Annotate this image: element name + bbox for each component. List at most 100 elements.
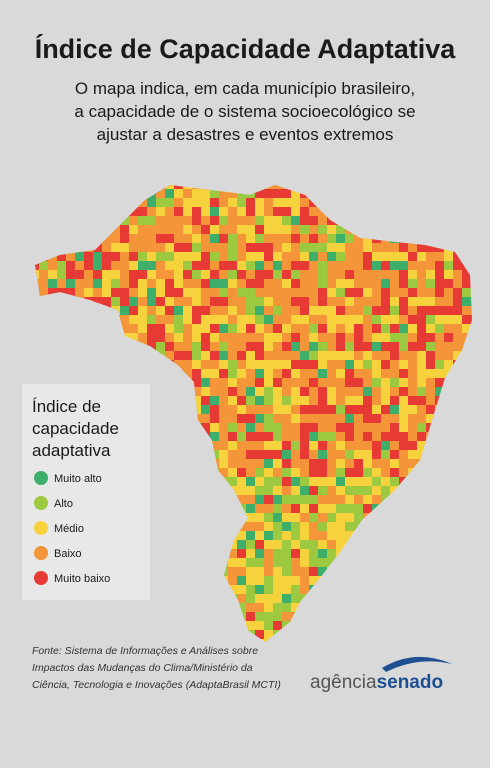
- municipality: [426, 612, 435, 621]
- municipality: [93, 369, 105, 381]
- municipality: [282, 639, 291, 642]
- municipality: [174, 432, 192, 450]
- municipality: [354, 513, 363, 522]
- municipality: [336, 297, 347, 308]
- municipality: [174, 333, 184, 343]
- municipality: [192, 468, 201, 477]
- municipality: [453, 216, 462, 225]
- municipality: [399, 522, 408, 531]
- municipality: [417, 261, 426, 270]
- municipality: [228, 603, 237, 612]
- municipality: [417, 378, 426, 387]
- municipality: [183, 423, 196, 436]
- municipality: [408, 234, 417, 243]
- municipality: [390, 315, 401, 326]
- municipality: [156, 531, 165, 540]
- municipality: [255, 486, 264, 495]
- municipality: [309, 198, 318, 207]
- municipality: [39, 270, 48, 279]
- municipality: [354, 630, 363, 639]
- municipality: [417, 324, 426, 333]
- municipality: [66, 189, 77, 200]
- municipality: [219, 468, 228, 477]
- municipality: [183, 252, 192, 261]
- municipality: [66, 306, 79, 319]
- municipality: [156, 369, 165, 378]
- municipality: [417, 279, 426, 288]
- municipality: [363, 185, 374, 191]
- municipality: [363, 576, 372, 585]
- municipality: [291, 612, 300, 621]
- municipality: [372, 477, 381, 486]
- municipality: [336, 558, 345, 567]
- municipality: [246, 243, 255, 252]
- municipality: [174, 297, 183, 306]
- municipality: [300, 360, 310, 370]
- municipality: [453, 576, 462, 585]
- municipality: [201, 567, 210, 576]
- municipality: [174, 612, 183, 621]
- municipality: [381, 594, 390, 603]
- municipality: [57, 612, 66, 621]
- municipality: [147, 369, 163, 385]
- municipality: [399, 621, 408, 630]
- municipality: [462, 531, 471, 540]
- municipality: [48, 234, 58, 244]
- municipality: [453, 414, 464, 425]
- municipality: [399, 225, 413, 239]
- municipality: [228, 468, 239, 479]
- municipality: [246, 477, 255, 486]
- municipality: [318, 576, 327, 585]
- municipality: [363, 567, 372, 576]
- municipality: [363, 603, 372, 612]
- municipality: [165, 531, 174, 540]
- municipality: [273, 612, 282, 621]
- municipality: [453, 324, 462, 333]
- municipality: [291, 540, 300, 549]
- municipality: [471, 351, 472, 360]
- municipality: [39, 225, 51, 237]
- municipality: [165, 603, 174, 612]
- municipality: [453, 315, 462, 324]
- municipality: [93, 360, 110, 377]
- municipality: [237, 423, 247, 433]
- municipality: [444, 594, 453, 603]
- municipality: [462, 288, 471, 297]
- municipality: [336, 630, 345, 639]
- municipality: [426, 387, 435, 396]
- municipality: [390, 225, 406, 241]
- municipality: [138, 270, 147, 279]
- municipality: [435, 306, 444, 315]
- municipality: [291, 504, 300, 513]
- municipality: [327, 189, 342, 204]
- municipality: [426, 342, 435, 351]
- municipality: [192, 441, 208, 457]
- municipality: [165, 567, 174, 576]
- municipality: [444, 225, 453, 234]
- municipality: [309, 567, 318, 576]
- municipality: [426, 549, 435, 558]
- municipality: [390, 441, 399, 450]
- municipality: [462, 207, 471, 216]
- municipality: [336, 477, 345, 486]
- municipality: [237, 594, 246, 603]
- municipality: [219, 477, 228, 486]
- municipality: [318, 396, 329, 407]
- municipality: [228, 360, 239, 371]
- municipality: [372, 450, 382, 460]
- municipality: [336, 198, 345, 207]
- municipality: [309, 252, 320, 263]
- municipality: [462, 261, 471, 270]
- municipality: [426, 333, 435, 342]
- municipality: [435, 549, 444, 558]
- municipality: [300, 576, 309, 585]
- municipality: [183, 585, 192, 594]
- municipality: [57, 306, 70, 319]
- municipality: [309, 432, 318, 441]
- municipality: [183, 185, 194, 191]
- municipality: [399, 540, 408, 549]
- municipality: [318, 504, 327, 513]
- municipality: [93, 225, 102, 234]
- municipality: [57, 198, 71, 212]
- municipality: [39, 297, 52, 310]
